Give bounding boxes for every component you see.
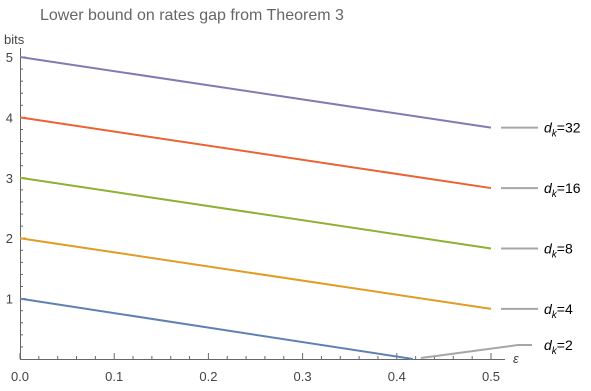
y-axis-label: bits xyxy=(4,32,25,47)
y-tick-label-2: 3 xyxy=(6,171,13,186)
y-tick-label-1: 2 xyxy=(6,231,13,246)
x-tick-label-1: 0.1 xyxy=(105,369,123,384)
series-label-0: dk=2 xyxy=(544,337,573,357)
series-labels: dk=2 dk=4 dk=8 dk=16 dk=32 xyxy=(420,120,581,359)
x-tick-label-0: 0.0 xyxy=(11,369,29,384)
x-tick-label-4: 0.4 xyxy=(388,369,406,384)
axis-ticks: 0.0 0.1 0.2 0.3 0.4 0.5 1 2 3 4 5 xyxy=(6,50,500,384)
series-leader-0 xyxy=(420,344,532,359)
series-line-1 xyxy=(19,237,492,310)
series-label-2: dk=8 xyxy=(544,240,573,260)
y-tick-label-0: 1 xyxy=(6,292,13,307)
y-tick-label-3: 4 xyxy=(6,110,13,125)
chart-title: Lower bound on rates gap from Theorem 3 xyxy=(40,7,344,24)
x-axis-label: ε xyxy=(513,351,519,366)
series-line-3 xyxy=(19,116,492,190)
series-label-3: dk=16 xyxy=(544,180,581,200)
series-layer xyxy=(19,56,492,360)
x-tick-label-5: 0.5 xyxy=(482,369,500,384)
series-line-0 xyxy=(19,297,413,360)
series-label-1: dk=4 xyxy=(544,301,573,321)
series-line-2 xyxy=(19,176,492,250)
series-label-4: dk=32 xyxy=(544,120,581,140)
series-line-4 xyxy=(19,56,492,129)
y-tick-label-4: 5 xyxy=(6,50,13,65)
x-tick-label-3: 0.3 xyxy=(294,369,312,384)
x-tick-label-2: 0.2 xyxy=(199,369,217,384)
